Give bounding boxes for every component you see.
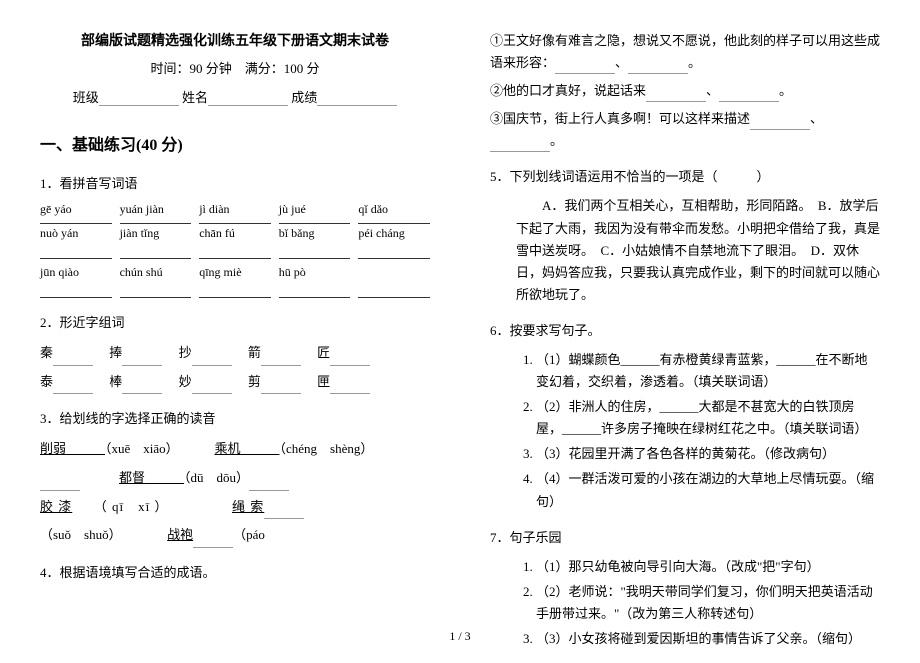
idiom-context-2: ②他的口才真好，说起话来、。 bbox=[490, 80, 880, 102]
underlined: 削弱 bbox=[40, 441, 66, 456]
char: 泰 bbox=[40, 374, 53, 389]
char: 匣 bbox=[317, 374, 330, 389]
blank[interactable] bbox=[264, 505, 304, 519]
char: 箭 bbox=[248, 345, 261, 360]
pinyin-row-1: gē yáo yuán jiàn jì diàn jù jué qǐ dǎo bbox=[40, 202, 430, 217]
list-item: （3）花园里开满了各色各样的黄菊花。（修改病句） bbox=[536, 443, 880, 465]
answer-line-row bbox=[40, 247, 430, 259]
char: 棒 bbox=[109, 374, 122, 389]
blank[interactable] bbox=[193, 534, 233, 548]
q3-label: 3．给划线的字选择正确的读音 bbox=[40, 408, 430, 427]
blank[interactable] bbox=[330, 380, 370, 394]
q3-line-2: 都督 （dū dōu） bbox=[40, 466, 430, 491]
list-item: （2）老师说："我明天带同学们复习，你们明天把英语活动手册带过来。"（改为第三人… bbox=[536, 581, 880, 625]
q6-label: 6．按要求写句子。 bbox=[490, 320, 880, 339]
blank[interactable] bbox=[261, 380, 301, 394]
options: （páo bbox=[233, 527, 265, 542]
q3-line-1: 削弱 （xuē xiāo） 乘机 （chéng shèng） bbox=[40, 437, 430, 462]
pinyin-cell: chān fú bbox=[199, 223, 271, 241]
exam-title: 部编版试题精选强化训练五年级下册语文期末试卷 bbox=[40, 30, 430, 50]
blank[interactable] bbox=[750, 116, 810, 130]
pinyin-cell: yuán jiàn bbox=[120, 202, 192, 217]
underlined: 胶 漆 bbox=[40, 499, 72, 514]
idiom-context-1: ①王文好像有难言之隐，想说又不愿说，他此刻的样子可以用这些成语来形容：、。 bbox=[490, 30, 880, 74]
pinyin-cell: jù jué bbox=[279, 202, 351, 217]
label-class: 班级 bbox=[73, 90, 99, 105]
blank[interactable] bbox=[249, 477, 289, 491]
blank[interactable] bbox=[719, 88, 779, 102]
idiom-context-3: ③国庆节，街上行人真多啊！可以这样来描述、。 bbox=[490, 108, 880, 152]
blank[interactable] bbox=[40, 477, 80, 491]
exam-subtitle: 时间：90 分钟 满分：100 分 bbox=[40, 58, 430, 77]
blank-score[interactable] bbox=[317, 92, 397, 106]
pinyin-cell: chún shú bbox=[120, 265, 192, 280]
options: （ qī xī ） bbox=[100, 499, 162, 514]
char: 抄 bbox=[179, 345, 192, 360]
pinyin-cell: jūn qiào bbox=[40, 265, 112, 280]
blank[interactable] bbox=[628, 60, 688, 74]
q4-label: 4．根据语境填写合适的成语。 bbox=[40, 562, 430, 581]
blank[interactable] bbox=[646, 88, 706, 102]
pinyin-cell: hū pò bbox=[279, 265, 351, 280]
char: 捧 bbox=[109, 345, 122, 360]
blank[interactable] bbox=[53, 352, 93, 366]
q6-list: （1）蝴蝶颜色______有赤橙黄绿青蓝紫，______在不断地变幻着，交织着，… bbox=[490, 349, 880, 513]
pinyin-cell: bǐ bǎng bbox=[279, 223, 351, 241]
section-1-heading: 一、基础练习(40 分) bbox=[40, 131, 430, 155]
char: 匠 bbox=[317, 345, 330, 360]
pinyin-cell: nuò yán bbox=[40, 223, 112, 241]
list-item: （4）一群活泼可爱的小孩在湖边的大草地上尽情玩耍。（缩句） bbox=[536, 468, 880, 512]
pinyin-row-2: nuò yán jiàn tǐng chān fú bǐ bǎng péi ch… bbox=[40, 223, 430, 241]
blank-name[interactable] bbox=[208, 92, 288, 106]
q3-line-4: （suǒ shuǒ） 战袍 （páo bbox=[40, 523, 430, 548]
q1-label: 1．看拼音写词语 bbox=[40, 173, 430, 192]
options: （chéng shèng） bbox=[279, 441, 373, 456]
options: （xuē xiāo） bbox=[105, 441, 172, 456]
pinyin-cell: gē yáo bbox=[40, 202, 112, 217]
blank[interactable] bbox=[53, 380, 93, 394]
text: ②他的口才真好，说起话来 bbox=[490, 83, 646, 98]
list-item: （1）那只幼龟被向导引向大海。（改成"把"字句） bbox=[536, 556, 880, 578]
pinyin-row-3: jūn qiào chún shú qīng miè hū pò bbox=[40, 265, 430, 280]
underlined: 战袍 bbox=[167, 527, 193, 542]
pinyin-cell: jì diàn bbox=[199, 202, 271, 217]
blank-class[interactable] bbox=[99, 92, 179, 106]
blank[interactable] bbox=[122, 380, 162, 394]
q3-line-3: 胶 漆 （ qī xī ） 绳 索 bbox=[40, 495, 430, 520]
list-item: （2）非洲人的住房，______大都是不甚宽大的白铁顶房屋，______许多房子… bbox=[536, 396, 880, 440]
pinyin-cell bbox=[358, 265, 430, 280]
options: （suǒ shuǒ） bbox=[40, 527, 115, 542]
pinyin-cell: qǐ dǎo bbox=[358, 202, 430, 217]
blank[interactable] bbox=[192, 352, 232, 366]
blank[interactable] bbox=[192, 380, 232, 394]
pinyin-cell: péi cháng bbox=[358, 223, 430, 241]
blank[interactable] bbox=[330, 352, 370, 366]
options: （dū dōu） bbox=[184, 470, 249, 485]
answer-line-row bbox=[40, 286, 430, 298]
q2-line-b: 泰 棒 妙 剪 匣 bbox=[40, 370, 430, 395]
char: 秦 bbox=[40, 345, 53, 360]
q2-line-a: 秦 捧 抄 箭 匠 bbox=[40, 341, 430, 366]
blank[interactable] bbox=[122, 352, 162, 366]
text: ③国庆节，街上行人真多啊！可以这样来描述 bbox=[490, 111, 750, 126]
student-info: 班级 姓名 成绩 bbox=[40, 87, 430, 106]
blank[interactable] bbox=[490, 138, 550, 152]
underlined: 绳 索 bbox=[232, 499, 264, 514]
blank[interactable] bbox=[261, 352, 301, 366]
q7-label: 7．句子乐园 bbox=[490, 527, 880, 546]
q2-label: 2．形近字组词 bbox=[40, 312, 430, 331]
label-name: 姓名 bbox=[182, 90, 208, 105]
char: 妙 bbox=[179, 374, 192, 389]
q5-body: A．我们两个互相关心，互相帮助，形同陌路。 B．放学后下起了大雨，我因为没有带伞… bbox=[490, 195, 880, 305]
q5-label: 5．下列划线词语运用不恰当的一项是（ ） bbox=[490, 166, 880, 185]
pinyin-cell: qīng miè bbox=[199, 265, 271, 280]
page-number: 1 / 3 bbox=[0, 629, 920, 644]
label-score: 成绩 bbox=[291, 90, 317, 105]
list-item: （1）蝴蝶颜色______有赤橙黄绿青蓝紫，______在不断地变幻着，交织着，… bbox=[536, 349, 880, 393]
underlined: 都督 bbox=[119, 470, 145, 485]
blank[interactable] bbox=[555, 60, 615, 74]
pinyin-cell: jiàn tǐng bbox=[120, 223, 192, 241]
underlined: 乘机 bbox=[214, 441, 240, 456]
char: 剪 bbox=[248, 374, 261, 389]
